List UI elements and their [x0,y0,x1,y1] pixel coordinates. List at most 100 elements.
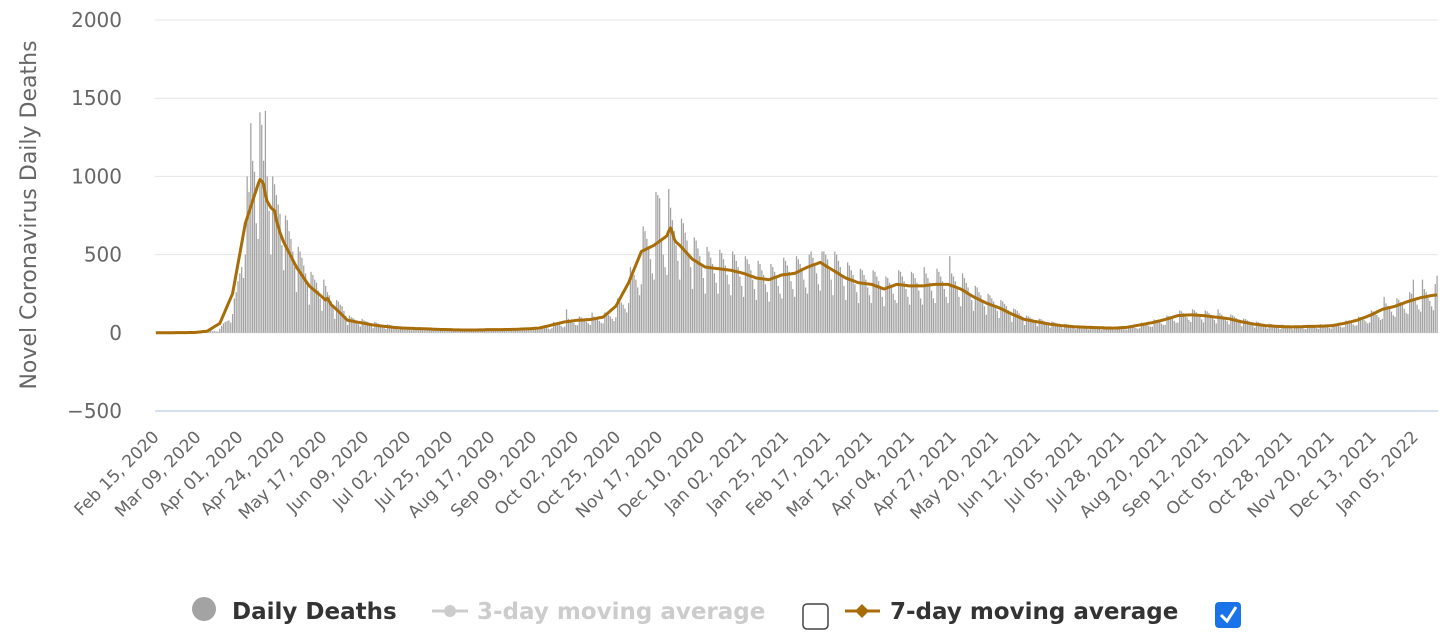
bar [607,314,610,333]
bar [627,303,630,333]
bar [496,329,498,333]
bar [253,171,256,333]
bar [1113,329,1115,333]
bar [1429,301,1431,333]
bar [1131,326,1133,333]
bar [1169,317,1172,333]
bar [1237,320,1239,333]
bar [1425,292,1427,333]
bar [713,273,716,333]
bar [845,299,847,333]
bar [346,324,349,333]
bar [1016,310,1018,333]
bar [1378,317,1380,333]
bar [275,195,278,333]
bar [1076,325,1079,333]
legend-label[interactable]: Daily Deaths [232,599,397,625]
bar [808,254,810,333]
bar [1317,328,1320,333]
bar [281,245,283,333]
bar [1421,279,1424,333]
bar [890,287,893,333]
bar [1095,327,1097,333]
bar [690,267,692,333]
bar [664,267,666,333]
bar [691,289,694,333]
legend: Daily Deaths 3-day moving average 7-day … [192,597,1241,630]
legend-label[interactable]: 3-day moving average [477,599,765,625]
bar [1275,326,1278,333]
bar [248,192,250,333]
bar [545,327,548,333]
bar [1279,329,1281,333]
bar [671,220,674,333]
bar [252,160,254,333]
bar [675,245,677,333]
bar [1352,324,1354,333]
bar [1011,321,1013,333]
bar [1301,327,1303,333]
bar [1067,324,1070,333]
bar [345,315,347,333]
bar [817,284,820,333]
bar [907,296,909,333]
bar [1184,314,1186,333]
bar [905,289,907,333]
bar [1138,328,1141,333]
bar [304,273,307,333]
bar [1337,325,1340,333]
bar [930,290,933,333]
bar [1381,318,1383,333]
bar [972,310,975,333]
bar [301,257,303,333]
bar [228,320,230,333]
bar [960,306,962,333]
bar [815,273,818,333]
bar [507,329,509,333]
bar [1277,327,1279,333]
bar [512,330,515,333]
bar [649,259,652,333]
bar [721,253,723,333]
bar [230,322,232,333]
y-tick-label: −500 [67,399,122,423]
bar [856,292,858,333]
bar [547,328,549,333]
bar [638,295,641,333]
bar [1100,329,1102,333]
bar [680,218,683,333]
bar [310,271,312,333]
bar [651,273,653,333]
checkbox[interactable] [1215,602,1241,628]
bar [584,319,586,333]
bar [1336,324,1338,333]
bar [1315,328,1318,333]
bar [1149,326,1152,333]
bar [290,238,292,333]
bar [748,263,750,333]
bar [1257,322,1259,333]
bar [562,327,564,333]
bar [1326,326,1329,333]
legend-label[interactable]: 7-day moving average [890,599,1178,625]
bar [277,204,279,333]
bar [806,293,809,333]
bar [1014,309,1017,333]
bar [717,293,719,333]
checkbox[interactable] [802,603,829,630]
y-axis-label: Novel Coronavirus Daily Deaths [17,40,42,389]
bar [814,263,816,333]
bar [430,328,433,333]
bar [396,328,398,333]
bar [1111,329,1113,333]
bar [801,270,803,333]
bar [231,314,234,333]
bar [1427,295,1429,333]
bar [458,329,460,333]
bar [1055,322,1057,333]
bar [542,326,544,333]
bar [1261,323,1263,333]
bar [883,306,885,333]
bar [1350,322,1352,333]
bar [589,324,591,333]
